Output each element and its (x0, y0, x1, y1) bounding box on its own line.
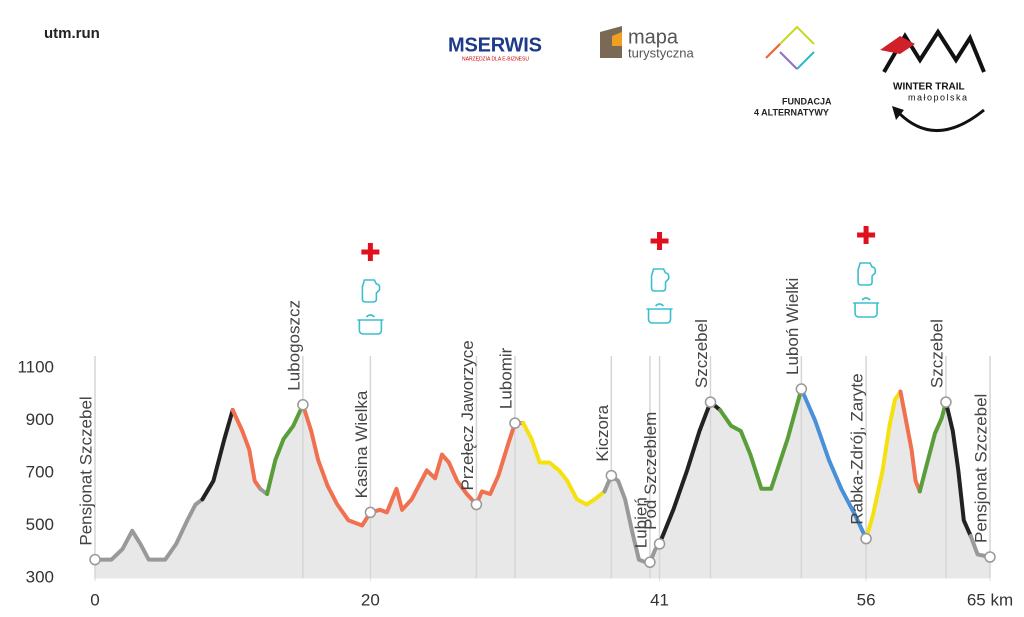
profile-area (266, 404, 304, 579)
x-tick-label: 65 km (967, 590, 1013, 609)
profile-area (232, 409, 261, 579)
logo-icon (600, 26, 622, 58)
waypoint-label: Luboń Wielki (783, 278, 802, 375)
first-aid-icon (361, 243, 380, 261)
point-layer (89, 383, 996, 568)
profile-area (945, 401, 972, 579)
x-tick-label: 0 (90, 590, 99, 609)
logo-mapa: mapa turystyczna (600, 26, 695, 60)
waypoint-label: Lubomir (496, 347, 515, 409)
food-icon (357, 314, 384, 335)
y-tick-label: 900 (26, 410, 54, 429)
waypoint-label: Kasina Wielka (352, 390, 371, 498)
profile-line (917, 400, 948, 494)
waypoint-label: Lubień (631, 497, 650, 548)
profile-area (94, 498, 203, 579)
profile-line (93, 497, 205, 562)
waypoint-label: Pensjonat Szczebel (971, 394, 990, 543)
aid-icons (853, 226, 880, 318)
waypoint-label: Pensjonat Szczebel (76, 396, 95, 545)
y-tick-label: 700 (26, 462, 54, 481)
waypoint-label: Przełęcz Jaworzyce (458, 340, 477, 490)
profile-area (919, 401, 947, 579)
profile-line (718, 387, 804, 491)
waypoint-marker (984, 551, 996, 563)
waypoint-label: Szczebel (927, 319, 946, 388)
logo-icon (765, 43, 781, 59)
logo-text: WINTER TRAIL (893, 82, 965, 93)
logo-tagline: NARZĘDZIA DLA E-BIZNESU (462, 56, 529, 62)
profile-area (259, 487, 268, 579)
profile-area (865, 390, 901, 579)
water-icon (650, 268, 670, 292)
waypoint-marker (704, 396, 717, 408)
profile-line (898, 389, 922, 494)
profile-line (943, 400, 973, 538)
waypoint-marker (653, 538, 666, 550)
profile-line (864, 389, 903, 541)
profile-line (200, 408, 235, 502)
waypoint-marker (509, 417, 521, 429)
logo-text: 4 ALTERNATYWY (754, 107, 829, 117)
waypoint-marker (89, 553, 101, 566)
waypoint-label: Pod Szczeblem (641, 412, 660, 530)
first-aid-icon (650, 232, 669, 250)
logo-text: mapa (628, 26, 679, 48)
waypoint-marker (605, 469, 618, 482)
logo-text: MSERWIS (448, 34, 542, 56)
waypoint-marker (364, 506, 377, 519)
logo-text: małopolska (908, 92, 969, 102)
logo-icon (779, 51, 798, 70)
aid-icons (357, 243, 384, 335)
food-icon (646, 303, 673, 324)
profile-line (265, 402, 305, 496)
logo-icon (882, 28, 986, 74)
waypoint-marker (644, 556, 656, 568)
x-tick-label: 20 (361, 590, 380, 609)
logo-winter-trail: WINTER TRAIL małopolska (880, 28, 986, 132)
logo-icon (896, 108, 985, 132)
logo-fundacja: FUNDACJA 4 ALTERNATYWY (754, 25, 832, 117)
waypoint-marker (470, 498, 483, 511)
waypoint-marker (860, 532, 872, 545)
logo-icon (612, 32, 622, 46)
y-tick-label: 1100 (17, 357, 54, 376)
profile-line (230, 408, 263, 491)
profile-line (300, 402, 526, 528)
logo-text: FUNDACJA (782, 96, 832, 106)
first-aid-icon (857, 226, 876, 244)
waypoint-marker (297, 399, 309, 411)
waypoint-label: Rabka-Zdrój, Zaryte (848, 373, 867, 524)
waypoint-label: Szczebel (692, 319, 711, 388)
area-layer (94, 388, 991, 579)
water-icon (857, 262, 877, 286)
waypoint-marker (795, 383, 808, 395)
x-tick-label: 41 (650, 590, 669, 609)
profile-line (521, 421, 607, 507)
line-layer (93, 387, 992, 565)
x-tick-label: 56 (857, 590, 876, 609)
y-tick-label: 300 (26, 567, 54, 586)
logo-icon (779, 25, 815, 45)
waypoint-marker (940, 396, 952, 408)
waypoint-label: Lubogoszcz (284, 300, 303, 391)
logo-mserwis: MSERWIS NARZĘDZIA DLA E-BIZNESU (448, 34, 542, 62)
aid-icons (646, 232, 673, 324)
food-icon (853, 297, 880, 318)
logo-text: turystyczna (628, 45, 695, 60)
y-tick-label: 500 (26, 515, 54, 534)
site-name: utm.run (44, 25, 100, 42)
logo-icon (892, 106, 904, 120)
logo-icon (880, 36, 915, 54)
waypoint-label: Kiczora (593, 404, 612, 461)
logo-icon (796, 51, 815, 70)
water-icon (361, 279, 381, 303)
profile-line (799, 387, 869, 541)
